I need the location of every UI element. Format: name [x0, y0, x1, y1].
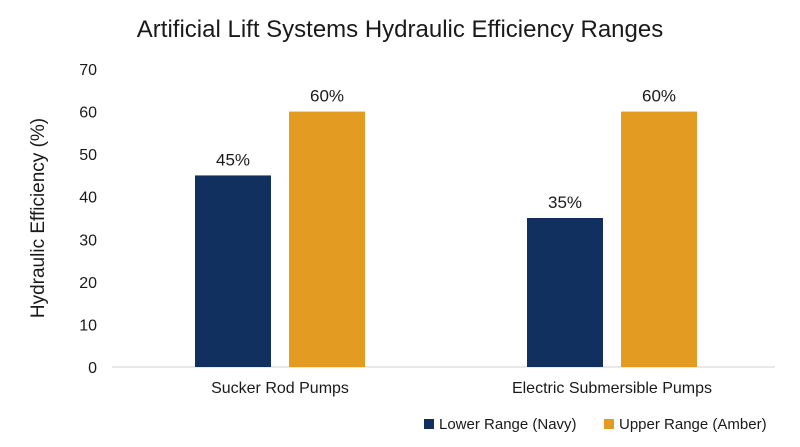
- y-axis-label: Hydraulic Efficiency (%): [28, 118, 49, 318]
- category-label: Sucker Rod Pumps: [211, 380, 349, 397]
- data-label: 35%: [548, 193, 582, 212]
- bar-upper-0: [289, 111, 365, 367]
- chart-title: Artificial Lift Systems Hydraulic Effici…: [137, 16, 663, 43]
- y-tick-label: 10: [79, 317, 97, 334]
- data-label: 60%: [310, 87, 344, 106]
- category-label-group: Sucker Rod Pumps Electric Submersible Pum…: [211, 380, 712, 397]
- y-tick-label: 50: [79, 147, 97, 164]
- legend-swatch-lower: [424, 419, 434, 429]
- y-tick-label: 40: [79, 190, 97, 207]
- y-tick-label: 60: [79, 105, 97, 122]
- bar-group: [195, 111, 697, 367]
- y-tick-label: 30: [79, 232, 97, 249]
- legend-label-lower: Lower Range (Navy): [439, 416, 577, 433]
- y-tick-label: 0: [88, 360, 97, 377]
- bar-lower-0: [195, 175, 271, 367]
- bar-upper-1: [621, 111, 697, 367]
- y-axis-ticks: 0 10 20 30 40 50 60 70: [79, 62, 97, 377]
- y-tick-label: 70: [79, 62, 97, 79]
- legend: Lower Range (Navy) Upper Range (Amber): [424, 416, 767, 433]
- y-tick-label: 20: [79, 275, 97, 292]
- category-label: Electric Submersible Pumps: [512, 380, 712, 397]
- data-label-group: 45% 60% 35% 60%: [216, 87, 676, 212]
- legend-label-upper: Upper Range (Amber): [619, 416, 767, 433]
- bar-lower-1: [527, 218, 603, 367]
- data-label: 45%: [216, 150, 250, 169]
- data-label: 60%: [642, 87, 676, 106]
- legend-swatch-upper: [604, 419, 614, 429]
